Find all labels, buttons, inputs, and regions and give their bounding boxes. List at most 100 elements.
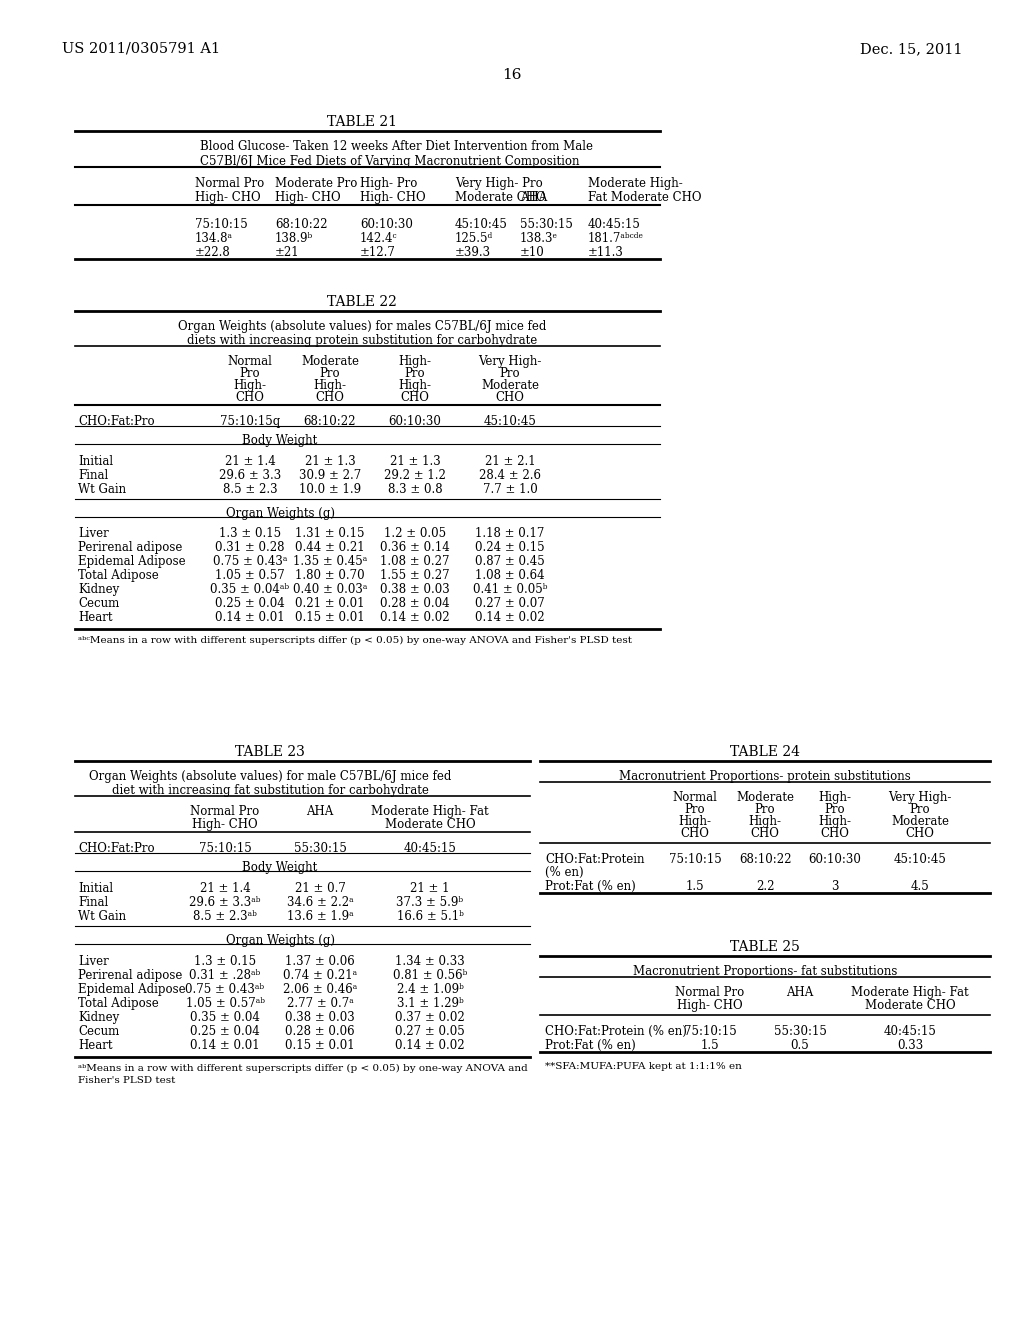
Text: 0.31 ± 0.28: 0.31 ± 0.28 <box>215 541 285 554</box>
Text: 0.14 ± 0.02: 0.14 ± 0.02 <box>395 1039 465 1052</box>
Text: ᵃᵇᶜMeans in a row with different superscripts differ (p < 0.05) by one-way ANOVA: ᵃᵇᶜMeans in a row with different supersc… <box>78 636 632 645</box>
Text: 125.5ᵈ: 125.5ᵈ <box>455 232 494 246</box>
Text: 0.28 ± 0.04: 0.28 ± 0.04 <box>380 597 450 610</box>
Text: Prot:Fat (% en): Prot:Fat (% en) <box>545 1039 636 1052</box>
Text: 0.44 ± 0.21: 0.44 ± 0.21 <box>295 541 365 554</box>
Text: 0.74 ± 0.21ᵃ: 0.74 ± 0.21ᵃ <box>283 969 357 982</box>
Text: 8.5 ± 2.3: 8.5 ± 2.3 <box>222 483 278 496</box>
Text: Very High- Pro: Very High- Pro <box>455 177 543 190</box>
Text: 0.14 ± 0.02: 0.14 ± 0.02 <box>475 611 545 624</box>
Text: 1.31 ± 0.15: 1.31 ± 0.15 <box>295 527 365 540</box>
Text: Normal Pro: Normal Pro <box>676 986 744 999</box>
Text: Body Weight: Body Weight <box>243 861 317 874</box>
Text: 55:30:15: 55:30:15 <box>773 1026 826 1038</box>
Text: Moderate CHO: Moderate CHO <box>455 191 546 205</box>
Text: ±10: ±10 <box>520 246 545 259</box>
Text: Moderate: Moderate <box>736 791 794 804</box>
Text: 16: 16 <box>502 69 522 82</box>
Text: 2.77 ± 0.7ᵃ: 2.77 ± 0.7ᵃ <box>287 997 353 1010</box>
Text: CHO: CHO <box>681 828 710 840</box>
Text: Pro: Pro <box>240 367 260 380</box>
Text: 0.41 ± 0.05ᵇ: 0.41 ± 0.05ᵇ <box>473 583 547 597</box>
Text: Pro: Pro <box>824 803 846 816</box>
Text: Liver: Liver <box>78 527 109 540</box>
Text: 138.3ᵉ: 138.3ᵉ <box>520 232 558 246</box>
Text: 1.35 ± 0.45ᵃ: 1.35 ± 0.45ᵃ <box>293 554 368 568</box>
Text: 45:10:45: 45:10:45 <box>894 853 946 866</box>
Text: Normal: Normal <box>227 355 272 368</box>
Text: 2.2: 2.2 <box>756 880 774 894</box>
Text: Moderate Pro: Moderate Pro <box>275 177 357 190</box>
Text: 13.6 ± 1.9ᵃ: 13.6 ± 1.9ᵃ <box>287 909 353 923</box>
Text: 1.18 ± 0.17: 1.18 ± 0.17 <box>475 527 545 540</box>
Text: 29.6 ± 3.3: 29.6 ± 3.3 <box>219 469 282 482</box>
Text: 2.4 ± 1.09ᵇ: 2.4 ± 1.09ᵇ <box>396 983 464 997</box>
Text: Cecum: Cecum <box>78 1026 119 1038</box>
Text: 10.0 ± 1.9: 10.0 ± 1.9 <box>299 483 361 496</box>
Text: CHO: CHO <box>400 391 429 404</box>
Text: Kidney: Kidney <box>78 583 119 597</box>
Text: Heart: Heart <box>78 1039 113 1052</box>
Text: CHO: CHO <box>236 391 264 404</box>
Text: 37.3 ± 5.9ᵇ: 37.3 ± 5.9ᵇ <box>396 896 464 909</box>
Text: 1.5: 1.5 <box>686 880 705 894</box>
Text: 68:10:22: 68:10:22 <box>304 414 356 428</box>
Text: High-: High- <box>679 814 712 828</box>
Text: Normal Pro: Normal Pro <box>195 177 264 190</box>
Text: CHO: CHO <box>820 828 850 840</box>
Text: 68:10:22: 68:10:22 <box>275 218 328 231</box>
Text: High- CHO: High- CHO <box>360 191 426 205</box>
Text: Initial: Initial <box>78 882 113 895</box>
Text: High-: High- <box>749 814 781 828</box>
Text: 75:10:15: 75:10:15 <box>684 1026 736 1038</box>
Text: 0.5: 0.5 <box>791 1039 809 1052</box>
Text: 68:10:22: 68:10:22 <box>738 853 792 866</box>
Text: TABLE 21: TABLE 21 <box>327 115 397 129</box>
Text: 0.21 ± 0.01: 0.21 ± 0.01 <box>295 597 365 610</box>
Text: 29.2 ± 1.2: 29.2 ± 1.2 <box>384 469 445 482</box>
Text: 21 ± 1.4: 21 ± 1.4 <box>224 455 275 469</box>
Text: Moderate: Moderate <box>891 814 949 828</box>
Text: Fisher's PLSD test: Fisher's PLSD test <box>78 1076 175 1085</box>
Text: 21 ± 1.4: 21 ± 1.4 <box>200 882 251 895</box>
Text: Cecum: Cecum <box>78 597 119 610</box>
Text: Very High-: Very High- <box>888 791 951 804</box>
Text: Heart: Heart <box>78 611 113 624</box>
Text: Pro: Pro <box>500 367 520 380</box>
Text: TABLE 25: TABLE 25 <box>730 940 800 954</box>
Text: 45:10:45: 45:10:45 <box>455 218 508 231</box>
Text: 1.80 ± 0.70: 1.80 ± 0.70 <box>295 569 365 582</box>
Text: Pro: Pro <box>685 803 706 816</box>
Text: 16.6 ± 5.1ᵇ: 16.6 ± 5.1ᵇ <box>396 909 464 923</box>
Text: 4.5: 4.5 <box>910 880 930 894</box>
Text: 1.3 ± 0.15: 1.3 ± 0.15 <box>219 527 281 540</box>
Text: 1.05 ± 0.57: 1.05 ± 0.57 <box>215 569 285 582</box>
Text: 60:10:30: 60:10:30 <box>360 218 413 231</box>
Text: Initial: Initial <box>78 455 113 469</box>
Text: 0.87 ± 0.45: 0.87 ± 0.45 <box>475 554 545 568</box>
Text: Pro: Pro <box>909 803 931 816</box>
Text: High-: High- <box>398 355 431 368</box>
Text: 40:45:15: 40:45:15 <box>403 842 457 855</box>
Text: Moderate: Moderate <box>301 355 359 368</box>
Text: 2.06 ± 0.46ᵃ: 2.06 ± 0.46ᵃ <box>283 983 357 997</box>
Text: Macronutrient Proportions- fat substitutions: Macronutrient Proportions- fat substitut… <box>633 965 897 978</box>
Text: Wt Gain: Wt Gain <box>78 909 126 923</box>
Text: CHO:Fat:Pro: CHO:Fat:Pro <box>78 414 155 428</box>
Text: 181.7ᵃᵇᶜᵈᵉ: 181.7ᵃᵇᶜᵈᵉ <box>588 232 644 246</box>
Text: 30.9 ± 2.7: 30.9 ± 2.7 <box>299 469 361 482</box>
Text: TABLE 22: TABLE 22 <box>327 294 397 309</box>
Text: 134.8ᵃ: 134.8ᵃ <box>195 232 233 246</box>
Text: TABLE 23: TABLE 23 <box>236 744 305 759</box>
Text: High-: High- <box>818 791 852 804</box>
Text: 3: 3 <box>831 880 839 894</box>
Text: Body Weight: Body Weight <box>243 434 317 447</box>
Text: 0.27 ± 0.05: 0.27 ± 0.05 <box>395 1026 465 1038</box>
Text: 0.75 ± 0.43ᵃ: 0.75 ± 0.43ᵃ <box>213 554 287 568</box>
Text: Epidemal Adipose: Epidemal Adipose <box>78 983 185 997</box>
Text: Dec. 15, 2011: Dec. 15, 2011 <box>859 42 962 55</box>
Text: 75:10:15: 75:10:15 <box>199 842 251 855</box>
Text: AHA: AHA <box>520 191 547 205</box>
Text: Wt Gain: Wt Gain <box>78 483 126 496</box>
Text: 60:10:30: 60:10:30 <box>809 853 861 866</box>
